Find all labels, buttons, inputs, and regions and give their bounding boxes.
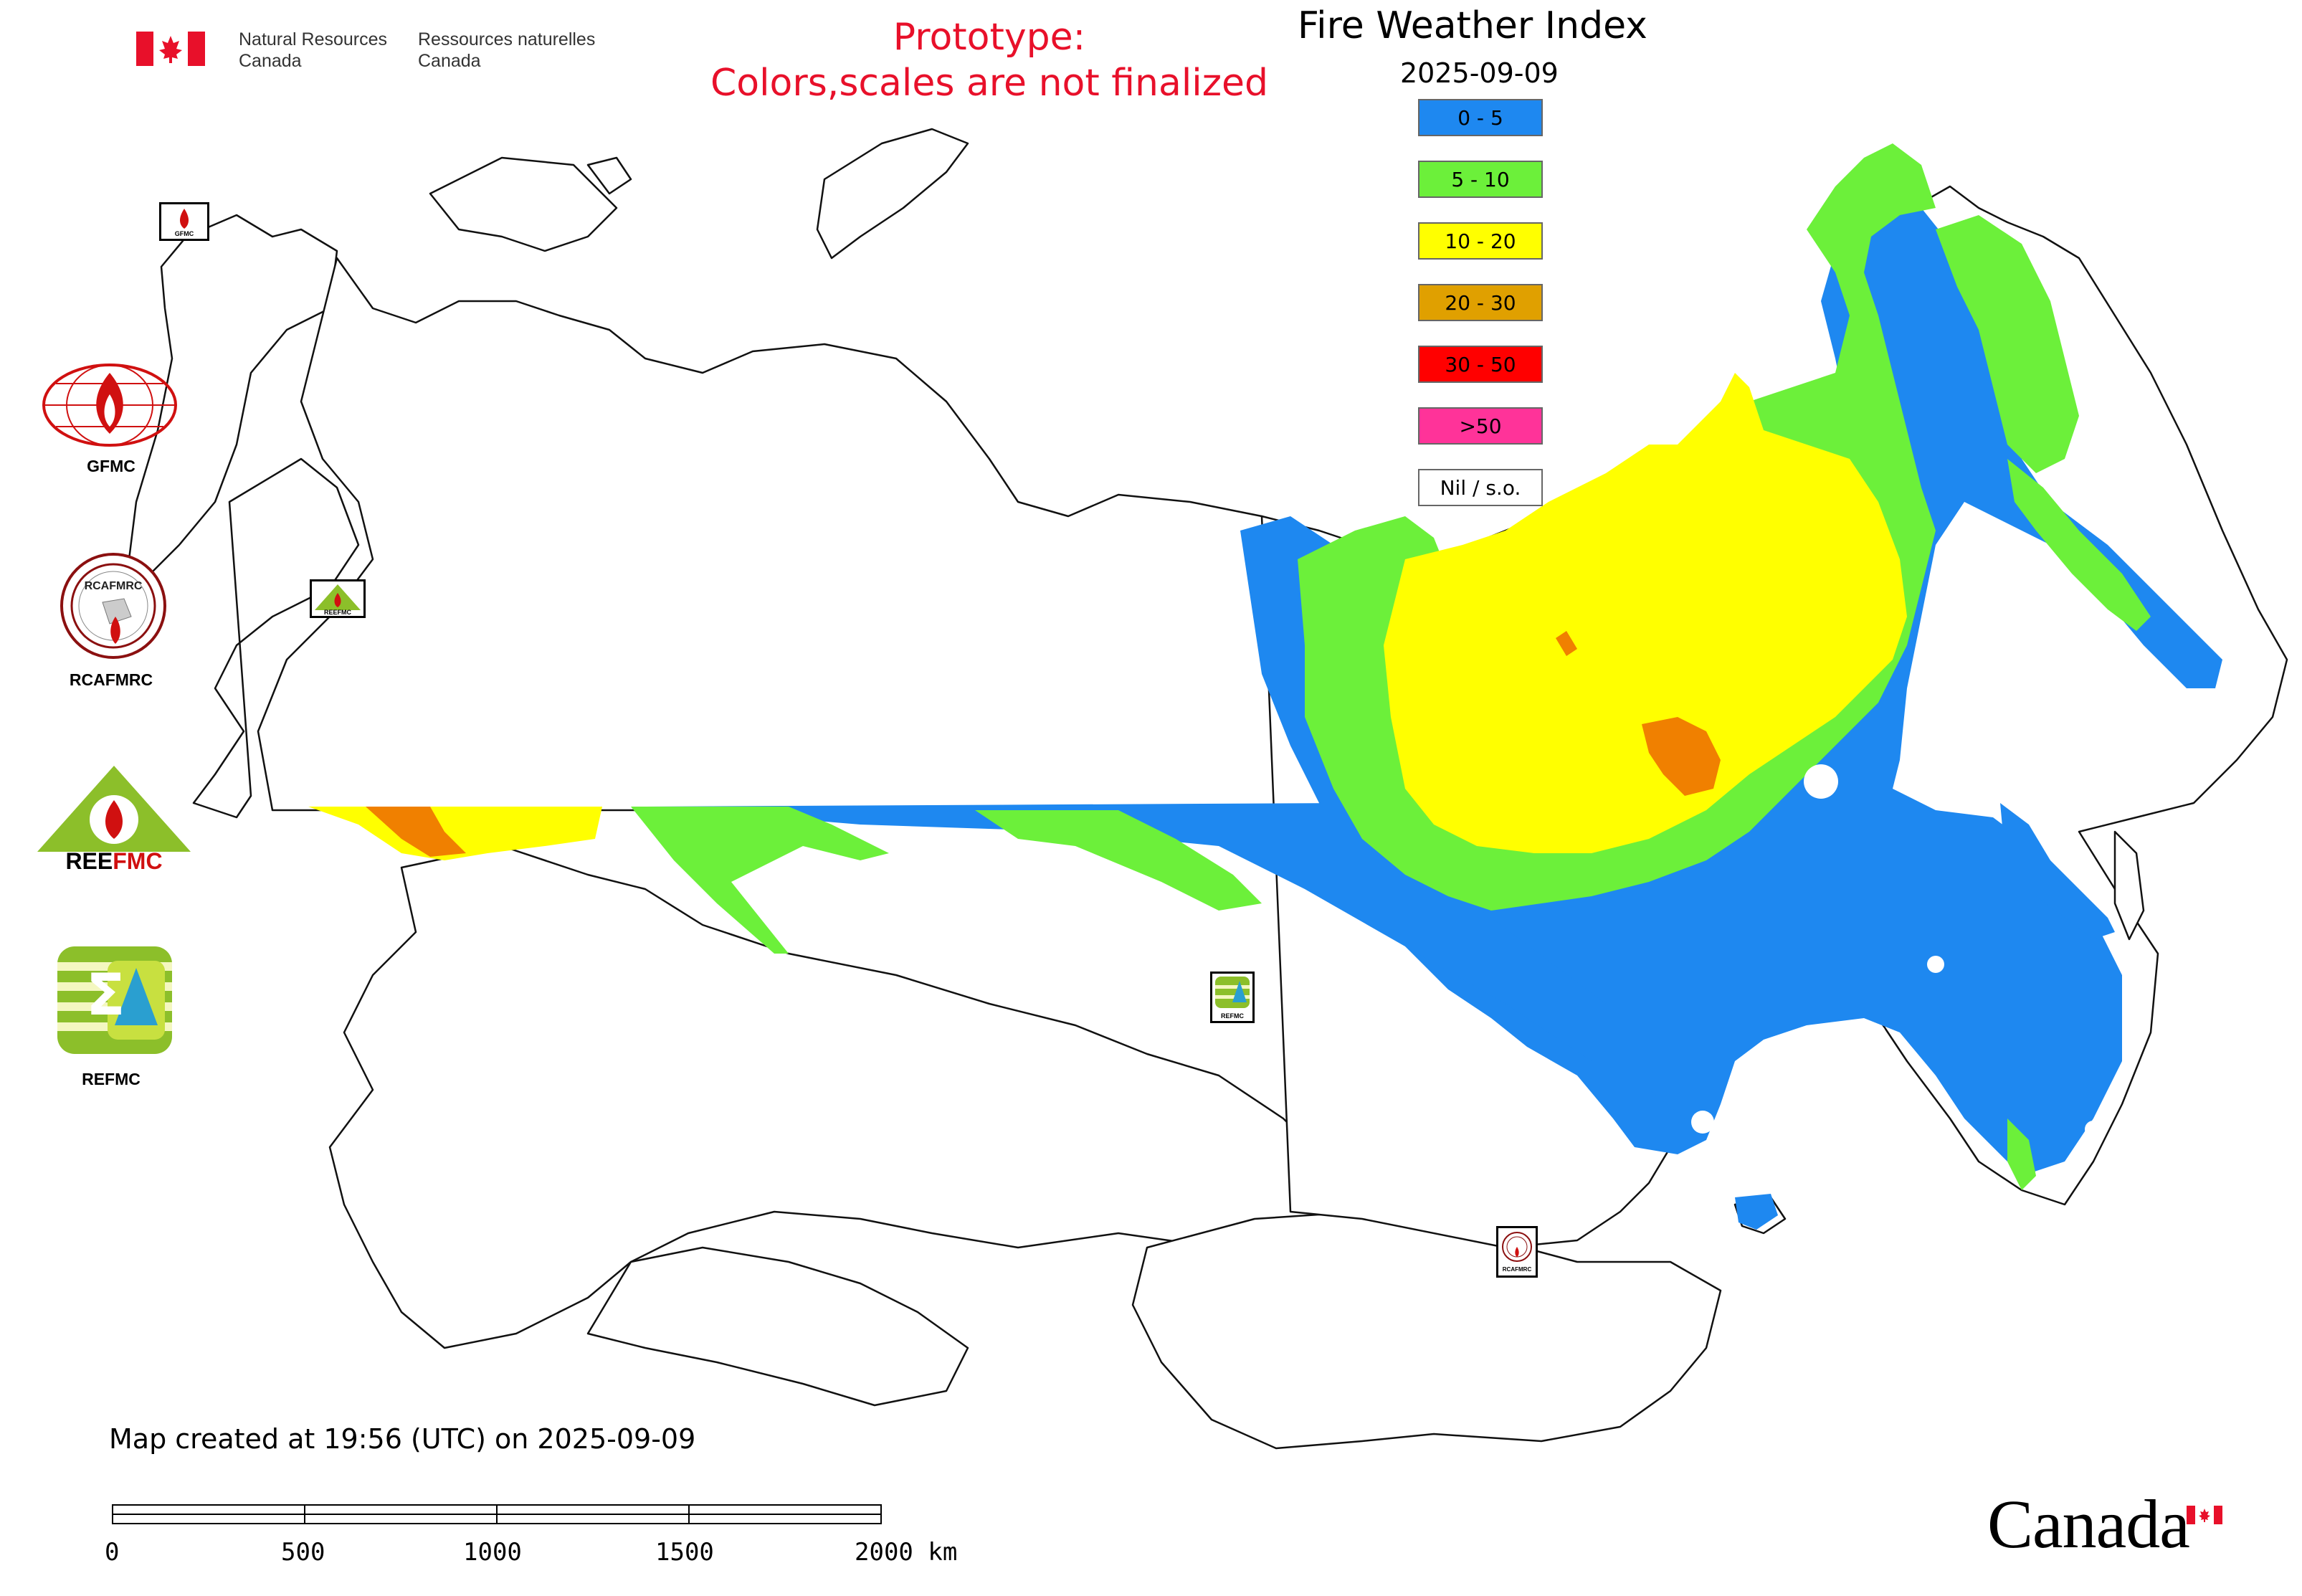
fwi-shading xyxy=(308,143,2222,1230)
legend-item: 30 - 50 xyxy=(1418,346,1543,383)
scale-label-1500: 1500 xyxy=(655,1538,714,1567)
canada-wordmark-flag-icon xyxy=(2187,1506,2222,1524)
fwi-zone-5-10-kamchatka xyxy=(2007,459,2151,631)
fwi-zone-0-5-hokkaido xyxy=(1735,1194,1778,1230)
nil-spot xyxy=(1871,1025,1885,1040)
scandinavia-outline xyxy=(128,214,338,575)
legend-item: Nil / s.o. xyxy=(1418,469,1543,506)
rcafmrc-station-marker: RCAFMRC xyxy=(1496,1226,1538,1278)
fwi-streak-green-mid xyxy=(975,810,1262,911)
refmc-station-marker: REFMC xyxy=(1210,972,1255,1023)
svg-text:REEFMC: REEFMC xyxy=(324,609,352,616)
canada-wordmark: Canada xyxy=(1987,1486,2190,1562)
svg-text:RCAFMRC: RCAFMRC xyxy=(1503,1266,1532,1273)
nil-spot xyxy=(1927,956,1944,973)
kola-outline xyxy=(429,156,618,252)
fwi-zone-20-30-small xyxy=(1556,631,1577,656)
scale-bar xyxy=(112,1504,883,1526)
svg-text:Σ: Σ xyxy=(86,961,125,1028)
legend-item: 0 - 5 xyxy=(1418,99,1543,136)
svg-text:GFMC: GFMC xyxy=(175,230,194,237)
rcafmrc-logo-icon: RCAFMRC xyxy=(60,552,167,660)
nil-spot xyxy=(1804,764,1838,799)
legend-item: 20 - 30 xyxy=(1418,284,1543,321)
russia-west-outline xyxy=(257,257,1292,812)
fwi-zone-0-5-sakhalin xyxy=(2000,803,2115,939)
fwi-zone-5-10-northeast xyxy=(1936,215,2079,473)
scale-label-1000: 1000 xyxy=(463,1538,522,1567)
sakhalin-outline xyxy=(2113,830,2145,941)
agency-name-en: Natural Resources Canada xyxy=(239,29,388,71)
gov-flag-icon xyxy=(136,32,205,66)
refmc-logo-icon: Σ xyxy=(57,946,172,1054)
fwi-zone-20-30 xyxy=(1642,717,1721,796)
fwi-zone-5-10-south xyxy=(2007,1118,2036,1190)
map-date: 2025-09-09 xyxy=(1400,57,1559,89)
scale-label-2000: 2000 km xyxy=(855,1538,958,1567)
prototype-notice: Prototype: Colors,scales are not finaliz… xyxy=(674,14,1305,106)
nil-spot xyxy=(1691,1111,1714,1134)
legend-item: >50 xyxy=(1418,407,1543,445)
scale-label-0: 0 xyxy=(105,1538,120,1567)
eastern-europe-outline xyxy=(192,457,360,819)
rcafmrc-logo-label: RCAFMRC xyxy=(69,670,153,689)
reefmc-station-marker: REEFMC xyxy=(310,579,366,618)
fwi-zone-20-30-west xyxy=(366,807,466,857)
refmc-logo-label: REFMC xyxy=(82,1070,141,1088)
fwi-streak-green-west xyxy=(631,807,889,954)
svg-text:RCAFMRC: RCAFMRC xyxy=(85,580,143,592)
gfmc-logo-label: GFMC xyxy=(87,457,135,475)
novaya-zemlya-outline xyxy=(816,128,969,260)
prototype-line1: Prototype: xyxy=(893,16,1086,59)
central-asia-outline xyxy=(586,1246,969,1407)
reefmc-logo-icon: REEFMC xyxy=(37,766,191,874)
mongolia-outline xyxy=(1131,1210,1722,1450)
agency-name-fr: Ressources naturelles Canada xyxy=(418,29,596,71)
kazakhstan-outline xyxy=(328,845,1349,1349)
svg-text:REEFMC: REEFMC xyxy=(65,848,162,873)
map-created-text: Map created at 19:56 (UTC) on 2025-09-09 xyxy=(109,1423,696,1455)
fwi-zone-10-20 xyxy=(1384,373,1907,853)
prototype-line2: Colors,scales are not finalized xyxy=(710,62,1269,105)
gfmc-station-marker: GFMC xyxy=(159,202,209,241)
nil-spot xyxy=(2085,1121,2102,1138)
legend-item: 5 - 10 xyxy=(1418,161,1543,198)
scale-label-500: 500 xyxy=(281,1538,325,1567)
gfmc-logo-icon xyxy=(42,362,178,448)
svalbard-outline xyxy=(586,156,632,195)
legend-item: 10 - 20 xyxy=(1418,222,1543,260)
svg-text:REFMC: REFMC xyxy=(1221,1012,1244,1020)
map-title: Fire Weather Index xyxy=(1298,4,1647,47)
